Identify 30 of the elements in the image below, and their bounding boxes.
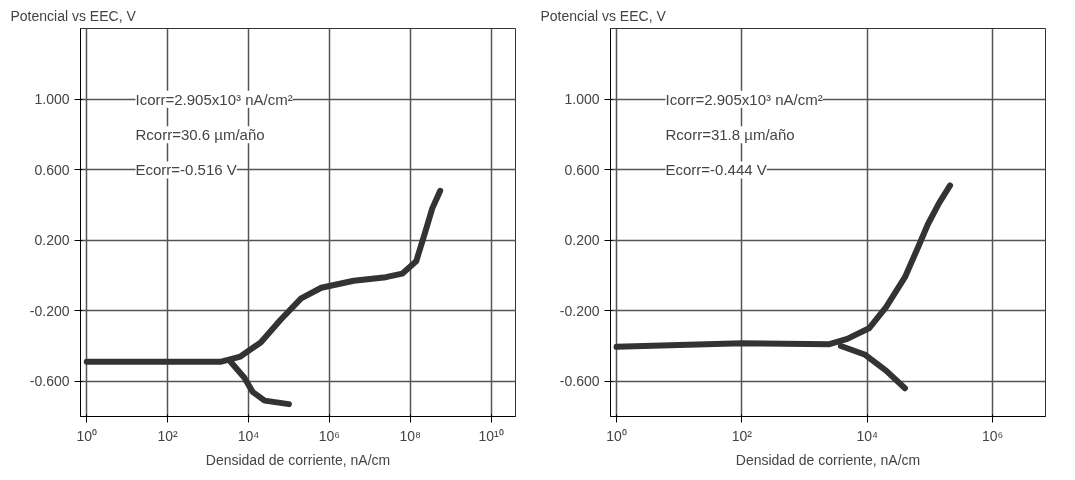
x-tick-label: 10⁸ bbox=[399, 427, 422, 444]
y-tick-label: 0.200 bbox=[34, 232, 70, 249]
x-tick-label: 10⁰ bbox=[76, 427, 98, 444]
y-tick-label: -0.200 bbox=[559, 302, 600, 319]
y-tick-label: -0.600 bbox=[559, 373, 600, 390]
annotation: Ecorr=-0.516 V bbox=[135, 161, 237, 179]
annotation: Icorr=2.905x10³ nA/cm² bbox=[665, 90, 823, 108]
x-tick-label: 10² bbox=[157, 427, 179, 444]
y-tick-label: -0.200 bbox=[29, 302, 70, 319]
y-tick-label: -0.600 bbox=[29, 373, 70, 390]
chart-title: Potencial vs EEC, V bbox=[540, 7, 667, 24]
chart-title: Potencial vs EEC, V bbox=[10, 7, 137, 24]
y-tick-label: 0.600 bbox=[564, 161, 600, 178]
x-tick-label: 10⁴ bbox=[237, 427, 260, 444]
x-tick-label: 10⁰ bbox=[606, 427, 627, 444]
x-tick-label: 10⁶ bbox=[981, 427, 1004, 444]
y-tick-label: 0.600 bbox=[34, 161, 70, 178]
y-tick-label: 1.000 bbox=[34, 91, 70, 108]
y-tick-label: 1.000 bbox=[564, 91, 600, 108]
x-axis-title: Densidad de corriente, nA/cm bbox=[205, 451, 391, 468]
x-tick-label: 10¹⁰ bbox=[478, 427, 504, 444]
y-tick-label: 0.200 bbox=[564, 232, 600, 249]
x-tick-label: 10² bbox=[731, 427, 753, 444]
annotation: Icorr=2.905x10³ nA/cm² bbox=[135, 90, 293, 108]
annotation: Ecorr=-0.444 V bbox=[665, 161, 767, 179]
annotation: Rcorr=30.6 µm/año bbox=[135, 126, 265, 144]
annotation: Rcorr=31.8 µm/año bbox=[665, 126, 795, 144]
x-tick-label: 10⁶ bbox=[318, 427, 341, 444]
x-tick-label: 10⁴ bbox=[856, 427, 879, 444]
x-axis-title: Densidad de corriente, nA/cm bbox=[735, 451, 921, 468]
